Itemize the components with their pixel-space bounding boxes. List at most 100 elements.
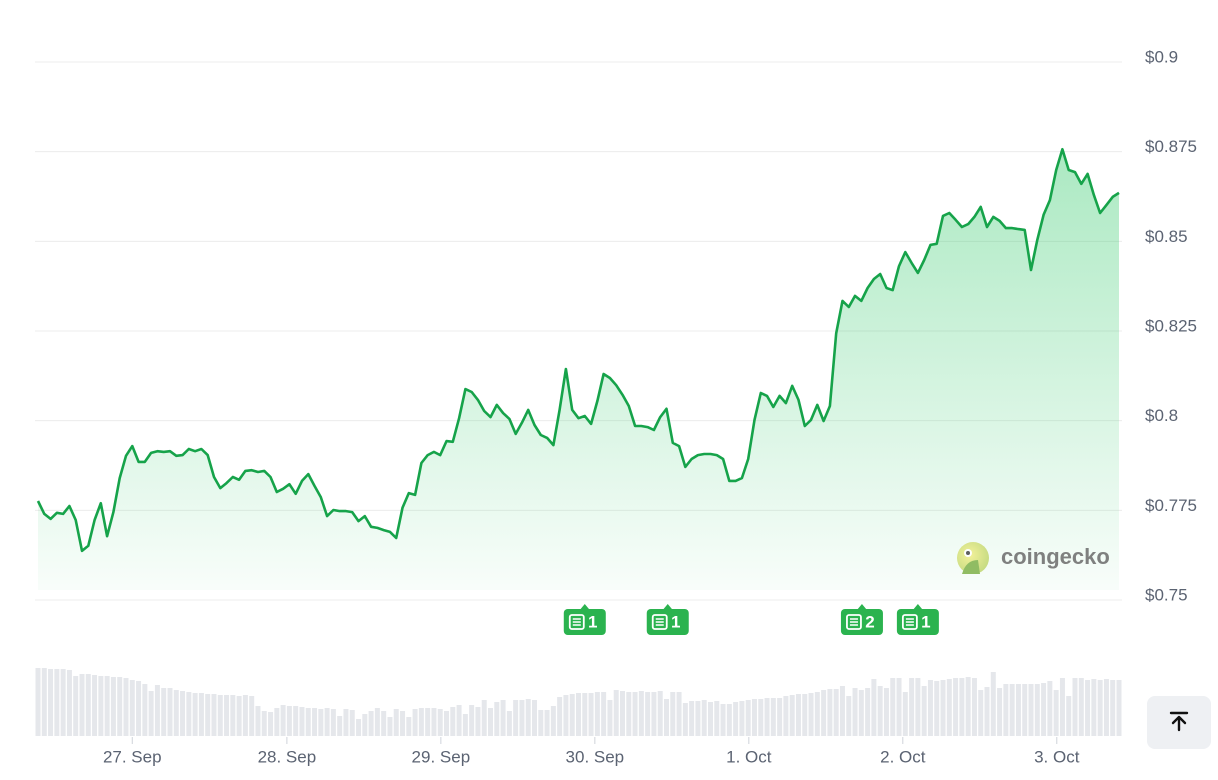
volume-bar — [1022, 684, 1028, 736]
volume-bar — [198, 693, 204, 736]
volume-bar — [557, 697, 563, 736]
x-tick-label: 3. Oct — [1034, 747, 1080, 766]
volume-bar — [299, 707, 305, 736]
volume-bar — [142, 684, 148, 736]
volume-bar — [330, 709, 336, 736]
volume-bar — [764, 698, 770, 736]
watermark-text: coingecko — [1001, 544, 1110, 569]
volume-bar — [161, 688, 167, 736]
news-count: 1 — [588, 612, 597, 631]
volume-bar — [745, 700, 751, 736]
volume-bar — [984, 687, 990, 736]
volume-bar — [971, 678, 977, 736]
volume-bar — [953, 678, 959, 736]
volume-bar — [902, 692, 908, 736]
scroll-top-button[interactable] — [1147, 696, 1211, 749]
volume-bar — [1047, 681, 1053, 736]
volume-bar — [400, 711, 406, 736]
volume-bar — [582, 693, 588, 736]
volume-bar — [588, 693, 594, 736]
volume-bar — [456, 705, 462, 736]
x-tick-label: 29. Sep — [412, 747, 471, 766]
volume-bar — [883, 688, 889, 736]
x-tick-label: 27. Sep — [103, 747, 162, 766]
volume-bar — [990, 672, 996, 736]
volume-bar — [261, 711, 267, 736]
volume-bar — [632, 692, 638, 736]
volume-bar — [525, 699, 531, 736]
volume-bar — [1103, 679, 1109, 736]
volume-bar — [1015, 684, 1021, 736]
volume-bar — [657, 691, 663, 736]
volume-bar — [751, 699, 757, 736]
volume-bar — [66, 670, 72, 736]
volume-bar — [997, 688, 1003, 736]
volume-bar — [726, 704, 732, 736]
arrow-up-icon[interactable] — [1169, 711, 1189, 732]
volume-bar — [871, 679, 877, 736]
volume-bar — [381, 711, 387, 736]
volume-bar — [481, 700, 487, 736]
volume-bar — [236, 696, 242, 736]
volume-bar — [280, 705, 286, 736]
volume-bar — [154, 685, 160, 736]
volume — [35, 668, 1122, 736]
volume-bar — [802, 694, 808, 736]
news: 1 1 2 1 — [563, 604, 939, 635]
volume-bar — [167, 688, 173, 736]
volume-bar — [795, 694, 801, 736]
volume-bar — [519, 700, 525, 736]
volume-bar — [117, 677, 123, 736]
volume-bar — [839, 686, 845, 736]
y-tick-label: $0.875 — [1145, 137, 1197, 156]
volume-bar — [418, 708, 424, 736]
volume-bar — [626, 692, 632, 736]
news-count: 1 — [921, 612, 930, 631]
volume-bar — [230, 695, 236, 736]
volume-bar — [35, 668, 41, 736]
volume-bar — [268, 712, 274, 736]
volume-bar — [1028, 684, 1034, 736]
volume-bar — [638, 691, 644, 736]
volume-bar — [475, 707, 481, 736]
volume-bar — [205, 694, 211, 736]
volume-bar — [425, 708, 431, 736]
volume-bar — [1116, 680, 1122, 736]
volume-bar — [406, 717, 412, 736]
volume-bar — [890, 678, 896, 736]
y-tick-label: $0.9 — [1145, 47, 1178, 66]
news-icon-lines — [905, 618, 914, 626]
news-icon — [651, 614, 668, 630]
volume-bar — [827, 689, 833, 736]
y-tick-label: $0.75 — [1145, 585, 1188, 604]
volume-bar — [173, 690, 179, 736]
watermark: coingecko — [957, 542, 1110, 574]
volume-bar — [563, 695, 569, 736]
volume-bar — [98, 676, 104, 736]
logo — [957, 542, 989, 574]
x-tick-label: 2. Oct — [880, 747, 926, 766]
volume-bar — [286, 706, 292, 736]
volume-bar — [1085, 680, 1091, 736]
badge-pointer — [856, 604, 867, 610]
price-line — [36, 147, 1120, 553]
x-tick-label: 28. Sep — [258, 747, 317, 766]
volume-bar — [833, 689, 839, 736]
news-icon-lines — [572, 618, 581, 626]
volume-bar — [374, 708, 380, 736]
volume-bar — [437, 709, 443, 736]
grid: $0.75 $0.775 $0.8 $0.825 $0.85 $0.875 $0.9 27. … — [35, 47, 1197, 766]
volume-bar — [670, 692, 676, 736]
volume-bar — [532, 700, 538, 736]
volume-bar — [110, 677, 116, 736]
volume-bar — [613, 690, 619, 736]
volume-bar — [412, 709, 418, 736]
volume-bar — [249, 696, 255, 736]
news-icon — [846, 614, 862, 630]
news-icon — [901, 614, 918, 630]
volume-bar — [682, 703, 688, 736]
volume-bar — [814, 692, 820, 736]
volume-bar — [858, 690, 864, 736]
volume-bar — [85, 674, 91, 736]
